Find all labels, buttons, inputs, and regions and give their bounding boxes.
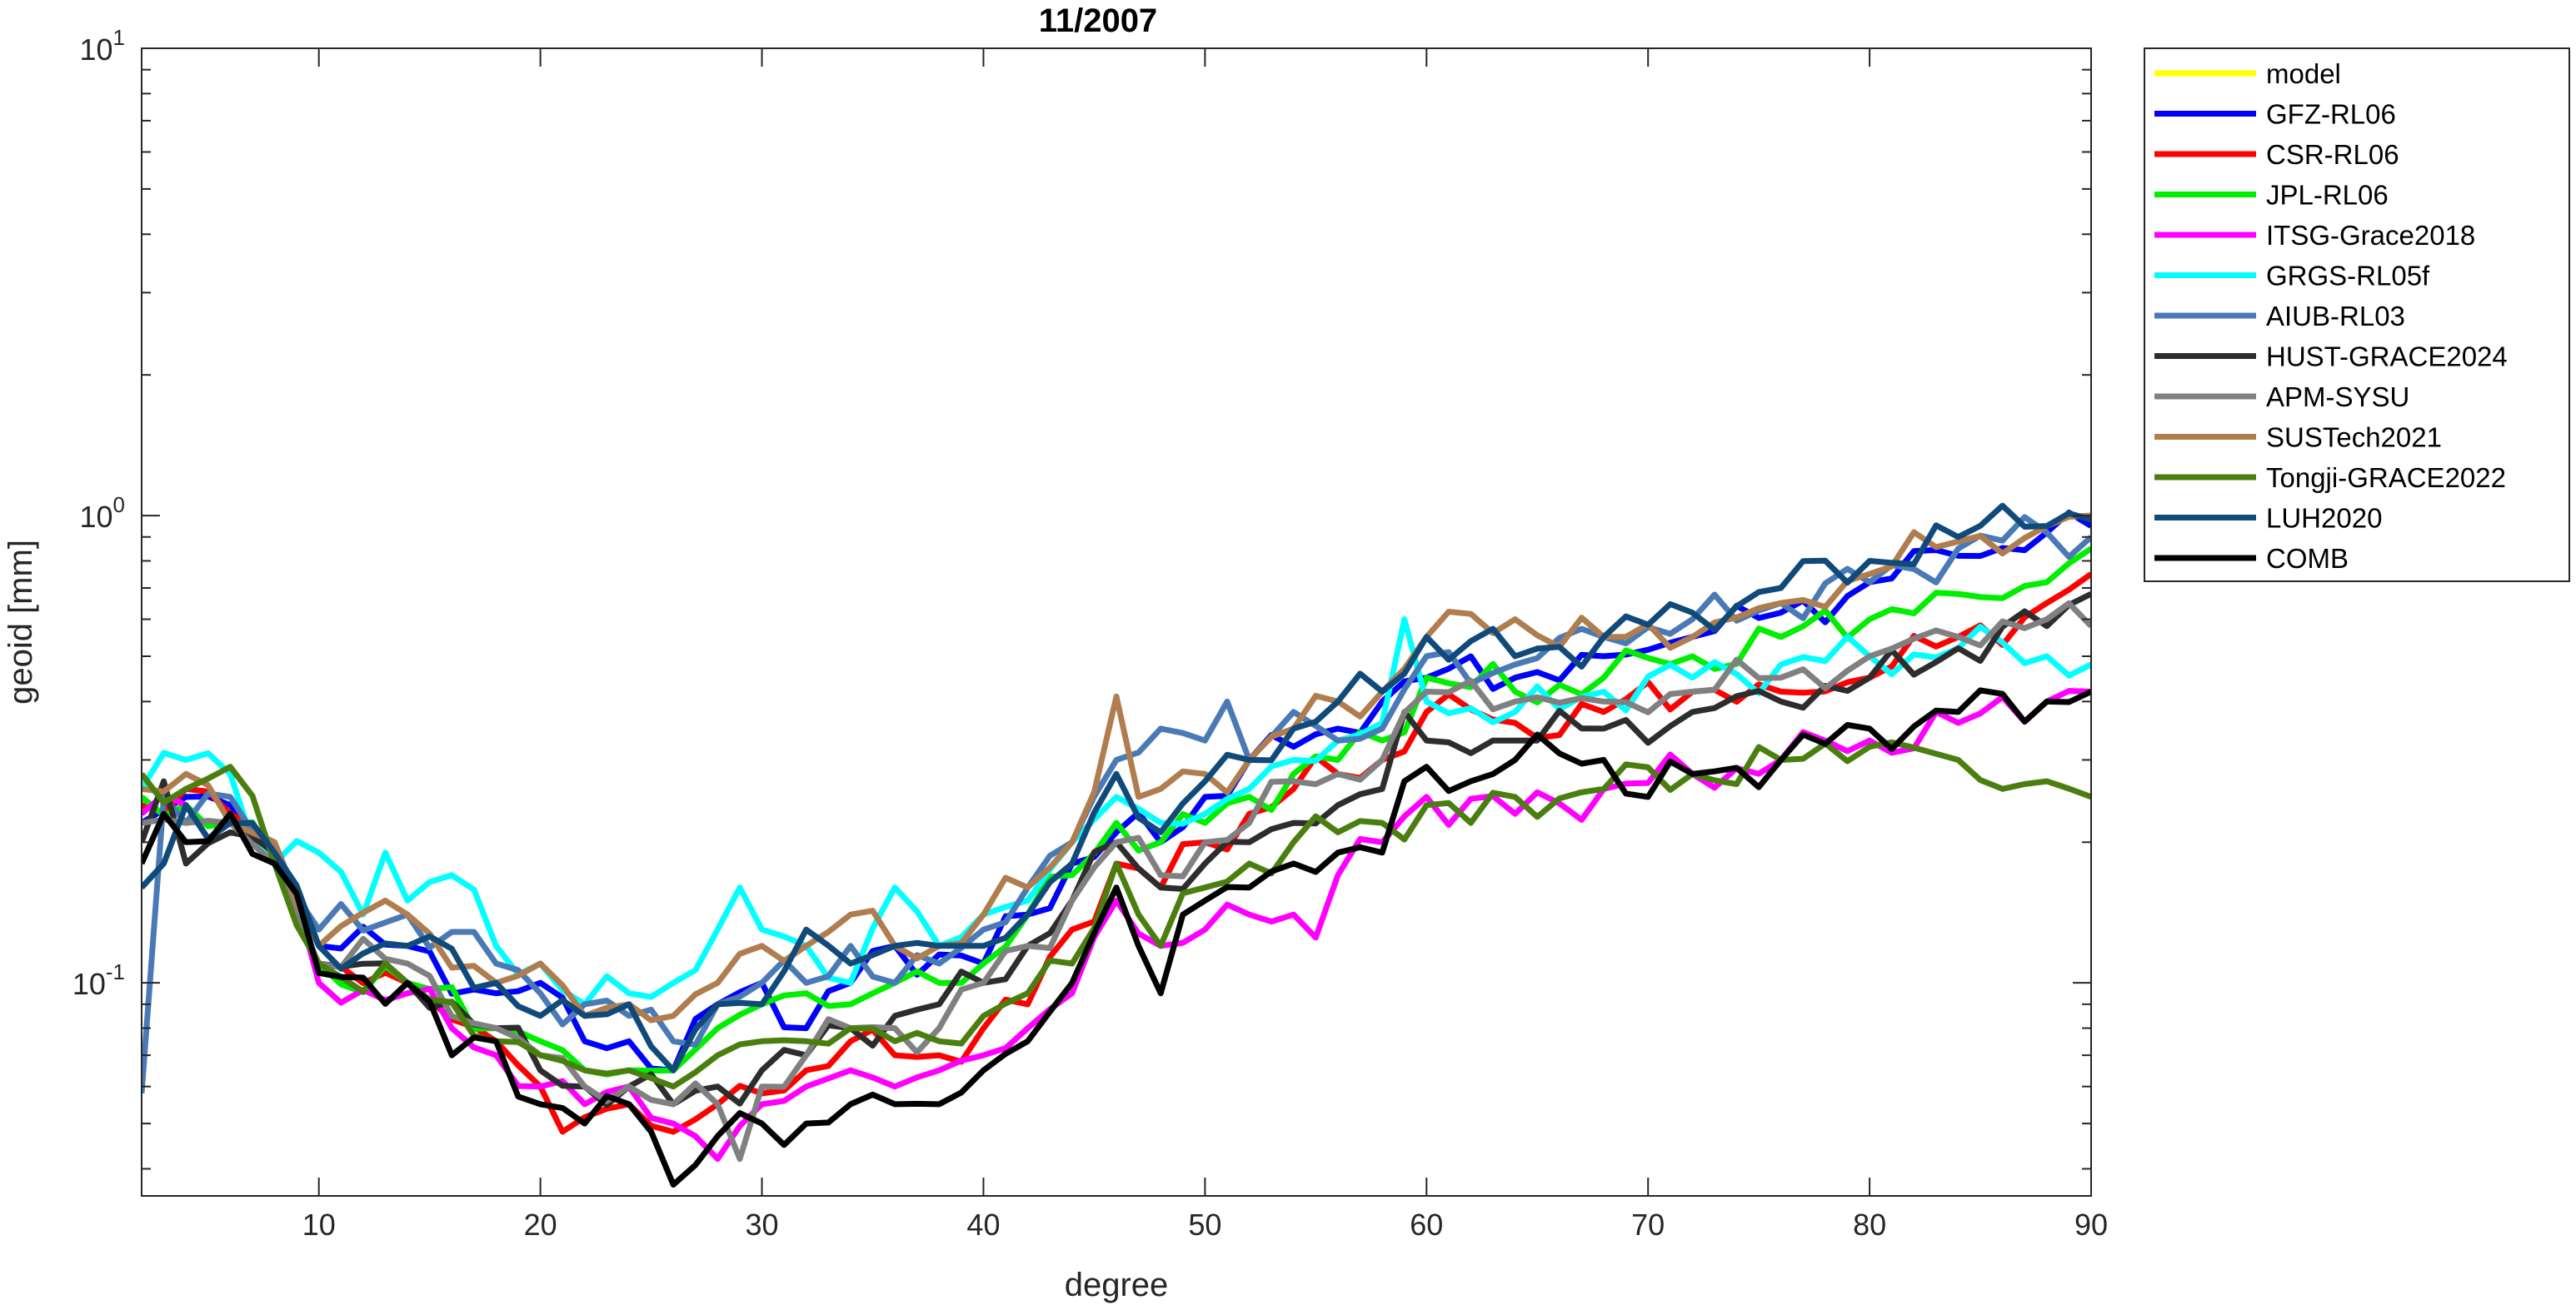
series-lines xyxy=(142,502,2091,1188)
legend-label: COMB xyxy=(2266,543,2349,574)
x-tick-label: 30 xyxy=(746,1208,779,1242)
y-tick-label: 10-1 xyxy=(72,959,125,1001)
legend-label: Tongji-GRACE2022 xyxy=(2266,462,2506,493)
legend-label: APM-SYSU xyxy=(2266,381,2409,412)
y-tick-label: 100 xyxy=(79,492,125,534)
chart-title: 11/2007 xyxy=(1039,2,1157,39)
x-tick-label: 70 xyxy=(1631,1208,1665,1242)
series-line-grgs-rl05f xyxy=(142,616,2091,1008)
y-tick-base: 10 xyxy=(79,500,112,534)
legend-label: HUST-GRACE2024 xyxy=(2266,341,2508,372)
legend: model GFZ-RL06 CSR-RL06 JPL-RL06 ITSG-Grace2… xyxy=(2144,47,2570,582)
y-tick-exponent: -1 xyxy=(106,959,125,984)
legend-label: ITSG-Grace2018 xyxy=(2266,220,2475,251)
legend-label: SUSTech2021 xyxy=(2266,422,2442,453)
x-tick-label: 40 xyxy=(966,1208,1000,1242)
x-tick-label: 50 xyxy=(1188,1208,1221,1242)
x-tick-label: 10 xyxy=(302,1208,336,1242)
x-tick-label: 80 xyxy=(1853,1208,1886,1242)
series-line-comb xyxy=(142,687,2091,1188)
series-line-sustech2021 xyxy=(142,512,2091,1024)
y-tick-base: 10 xyxy=(72,967,106,1001)
y-tick-label: 101 xyxy=(79,25,125,67)
y-tick-base: 10 xyxy=(79,32,112,67)
legend-label: CSR-RL06 xyxy=(2266,139,2399,170)
legend-label: JPL-RL06 xyxy=(2266,180,2389,211)
x-tick-label: 60 xyxy=(1410,1208,1443,1242)
x-tick-label: 20 xyxy=(524,1208,557,1242)
axes-box xyxy=(141,47,2092,1197)
series-line-tongji-grace2022 xyxy=(142,739,2091,1090)
x-tick-label: 90 xyxy=(2074,1208,2108,1242)
legend-label: LUH2020 xyxy=(2266,503,2382,534)
y-axis-label: geoid [mm] xyxy=(2,540,39,705)
legend-label: GFZ-RL06 xyxy=(2266,99,2396,130)
series-line-gfz-rl06 xyxy=(142,510,2091,1073)
legend-label: model xyxy=(2266,58,2341,89)
x-axis-ticks: 10 20 30 40 50 60 70 80 90 xyxy=(302,48,2108,1242)
legend-label: AIUB-RL03 xyxy=(2266,301,2405,331)
y-tick-exponent: 0 xyxy=(113,492,125,517)
y-tick-exponent: 1 xyxy=(113,25,125,50)
series-line-luh2020 xyxy=(142,502,2091,1073)
legend-label: GRGS-RL05f xyxy=(2266,261,2430,291)
x-axis-label: degree xyxy=(1065,1267,1169,1303)
